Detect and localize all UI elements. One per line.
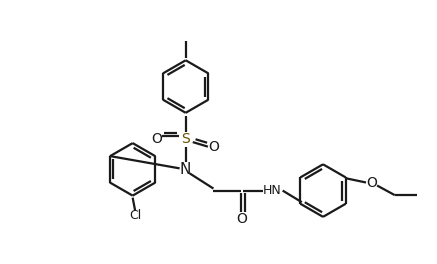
Text: O: O <box>151 132 162 146</box>
Text: O: O <box>367 176 378 190</box>
Text: HN: HN <box>263 184 282 197</box>
Text: O: O <box>208 140 219 154</box>
Text: O: O <box>236 212 246 226</box>
Text: S: S <box>181 132 190 146</box>
Text: Cl: Cl <box>129 209 141 222</box>
Text: N: N <box>180 162 191 177</box>
